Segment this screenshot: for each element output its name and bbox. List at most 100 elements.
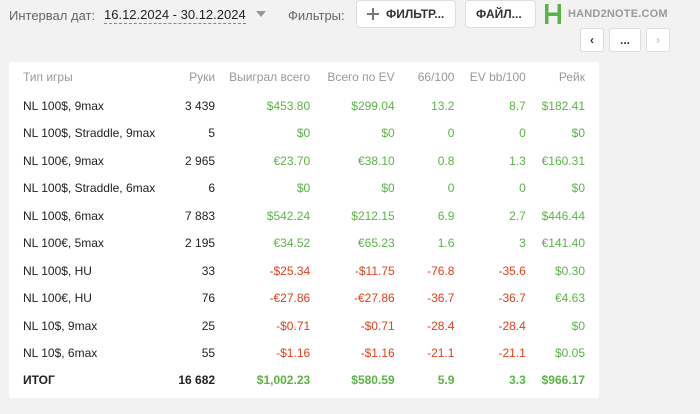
table-row[interactable]: NL 100€, 9max 2 965 €23.70 €38.10 0.8 1.3 €160… bbox=[9, 147, 599, 175]
bb100-cell: -36.7 bbox=[427, 291, 455, 306]
prev-page-button[interactable]: ‹ bbox=[580, 28, 604, 52]
bb100-cell: 0 bbox=[447, 126, 455, 141]
rake-cell: $446.44 bbox=[541, 208, 585, 223]
hands-cell: 3 439 bbox=[185, 98, 216, 113]
table-row[interactable]: NL 100€, HU 76 -€27.86 -€27.86 -36.7 -36.7 €4.… bbox=[9, 285, 599, 313]
total-won-total-cell: $1,002.23 bbox=[256, 373, 311, 387]
game-type-cell: NL 100€, 9max bbox=[23, 153, 104, 168]
ev-bb100-cell: -35.6 bbox=[498, 263, 526, 278]
bb100-cell: 1.6 bbox=[437, 236, 455, 251]
total-rake-cell: $966.17 bbox=[541, 373, 585, 387]
won-total-cell: $542.24 bbox=[266, 208, 311, 223]
column-header-bb100[interactable]: 66/100 bbox=[417, 70, 455, 84]
hands-cell: 2 965 bbox=[185, 153, 216, 168]
bb100-cell: 6.9 bbox=[437, 208, 455, 223]
date-interval-picker[interactable]: 16.12.2024 - 30.12.2024 bbox=[104, 7, 246, 24]
ev-total-cell: -$0.71 bbox=[360, 318, 395, 333]
table-row[interactable]: NL 100€, 5max 2 195 €34.52 €65.23 1.6 3 €141.4… bbox=[9, 230, 599, 258]
game-type-cell: NL 100$, 6max bbox=[23, 208, 104, 223]
bb100-cell: 13.2 bbox=[431, 98, 455, 113]
toolbar: Интервал дат: 16.12.2024 - 30.12.2024 Фи… bbox=[0, 0, 700, 30]
table-row[interactable]: NL 100$, 9max 3 439 $453.80 $299.04 13.2 8.7 $… bbox=[9, 92, 599, 120]
next-page-button[interactable]: › bbox=[646, 28, 670, 52]
column-header-won-total[interactable]: Выиграл всего bbox=[229, 70, 311, 84]
add-filter-button[interactable]: ФИЛЬТР... bbox=[356, 0, 456, 28]
ev-total-cell: -$1.16 bbox=[360, 346, 395, 361]
ev-bb100-cell: -36.7 bbox=[498, 291, 526, 306]
won-total-cell: €34.52 bbox=[273, 236, 311, 251]
total-ev-total-cell: $580.59 bbox=[351, 373, 395, 387]
table-row[interactable]: NL 100$, HU 33 -$25.34 -$11.75 -76.8 -35.6 $0.… bbox=[9, 257, 599, 285]
column-header-ev-total[interactable]: Всего по EV bbox=[327, 70, 395, 84]
hand2note-logo: HAND2NOTE.COM bbox=[544, 2, 668, 26]
won-total-cell: $453.80 bbox=[266, 98, 311, 113]
hands-cell: 25 bbox=[201, 318, 216, 333]
won-total-cell: -$1.16 bbox=[276, 346, 311, 361]
total-game-type-cell: ИТОГ bbox=[23, 373, 55, 387]
hands-cell: 6 bbox=[208, 181, 216, 196]
hands-cell: 5 bbox=[208, 126, 216, 141]
game-type-cell: NL 100$, 9max bbox=[23, 98, 104, 113]
rake-cell: $0 bbox=[571, 126, 585, 141]
hand2note-logo-icon bbox=[545, 4, 561, 24]
ev-bb100-cell: 1.3 bbox=[509, 153, 526, 168]
ev-bb100-cell: 0 bbox=[519, 126, 526, 141]
table-row[interactable]: NL 100$, Straddle, 9max 5 $0 $0 0 0 $0 bbox=[9, 120, 599, 148]
more-pages-button[interactable]: ... bbox=[609, 28, 641, 52]
table-row[interactable]: NL 100$, Straddle, 6max 6 $0 $0 0 0 $0 bbox=[9, 175, 599, 203]
ev-total-cell: $212.15 bbox=[351, 208, 395, 223]
hands-cell: 7 883 bbox=[185, 208, 216, 223]
rake-cell: €4.63 bbox=[554, 291, 585, 306]
game-type-cell: NL 100$, Straddle, 9max bbox=[23, 126, 156, 141]
table-body: NL 100$, 9max 3 439 $453.80 $299.04 13.2 8.7 $… bbox=[9, 92, 599, 393]
won-total-cell: -$0.71 bbox=[276, 318, 311, 333]
total-bb100-cell: 5.9 bbox=[437, 373, 455, 387]
table-row[interactable]: NL 10$, 6max 55 -$1.16 -$1.16 -21.1 -21.1 $0.0… bbox=[9, 340, 599, 368]
rake-cell: $182.41 bbox=[541, 98, 585, 113]
game-type-cell: NL 100$, HU bbox=[23, 263, 92, 278]
hands-cell: 2 195 bbox=[185, 236, 216, 251]
ev-total-cell: -$11.75 bbox=[354, 263, 395, 278]
bb100-cell: -28.4 bbox=[427, 318, 455, 333]
ev-bb100-cell: 8.7 bbox=[509, 98, 526, 113]
bb100-cell: -76.8 bbox=[427, 263, 455, 278]
won-total-cell: -€27.86 bbox=[269, 291, 311, 306]
total-hands-cell: 16 682 bbox=[178, 373, 216, 387]
ev-total-cell: -€27.86 bbox=[353, 291, 395, 306]
bb100-cell: 0.8 bbox=[437, 153, 455, 168]
table-total-row: ИТОГ 16 682 $1,002.23 $580.59 5.9 3.3 $966.17 bbox=[9, 367, 599, 393]
won-total-cell: $0 bbox=[296, 181, 311, 196]
ellipsis-icon: ... bbox=[619, 33, 630, 47]
plus-icon bbox=[367, 8, 379, 20]
ev-bb100-cell: 3 bbox=[519, 236, 526, 251]
file-button-label: ФАЙЛ... bbox=[476, 7, 522, 21]
hands-cell: 33 bbox=[201, 263, 216, 278]
rake-cell: €160.31 bbox=[541, 153, 585, 168]
chevron-left-icon: ‹ bbox=[590, 33, 594, 47]
game-type-cell: NL 10$, 6max bbox=[23, 346, 98, 361]
game-type-cell: NL 10$, 9max bbox=[23, 318, 98, 333]
game-type-cell: NL 100€, 5max bbox=[23, 236, 104, 251]
column-header-game-type[interactable]: Тип игры bbox=[23, 70, 73, 84]
rake-cell: €141.40 bbox=[541, 236, 585, 251]
table-row[interactable]: NL 10$, 9max 25 -$0.71 -$0.71 -28.4 -28.4 $0 bbox=[9, 312, 599, 340]
won-total-cell: -$25.34 bbox=[269, 263, 311, 278]
chevron-down-icon[interactable] bbox=[256, 11, 266, 17]
add-filter-label: ФИЛЬТР... bbox=[386, 7, 445, 21]
rake-cell: $0 bbox=[571, 181, 585, 196]
column-header-rake[interactable]: Рейк bbox=[558, 70, 585, 84]
column-header-hands[interactable]: Руки bbox=[189, 70, 216, 84]
ev-bb100-cell: -28.4 bbox=[498, 318, 526, 333]
game-type-cell: NL 100€, HU bbox=[23, 291, 92, 306]
file-button[interactable]: ФАЙЛ... bbox=[465, 0, 536, 28]
rake-cell: $0.30 bbox=[554, 263, 585, 278]
game-type-cell: NL 100$, Straddle, 6max bbox=[23, 181, 156, 196]
rake-cell: $0.05 bbox=[554, 346, 585, 361]
table-row[interactable]: NL 100$, 6max 7 883 $542.24 $212.15 6.9 2.7 $4… bbox=[9, 202, 599, 230]
date-interval-label: Интервал дат: bbox=[9, 8, 96, 23]
results-table-card: Тип игры Руки Выиграл всего Всего по EV … bbox=[9, 62, 599, 398]
total-ev-bb100-cell: 3.3 bbox=[509, 373, 526, 387]
column-header-ev-bb100[interactable]: EV bb/100 bbox=[469, 70, 526, 84]
ev-bb100-cell: -21.1 bbox=[498, 346, 526, 361]
ev-total-cell: $299.04 bbox=[351, 98, 395, 113]
